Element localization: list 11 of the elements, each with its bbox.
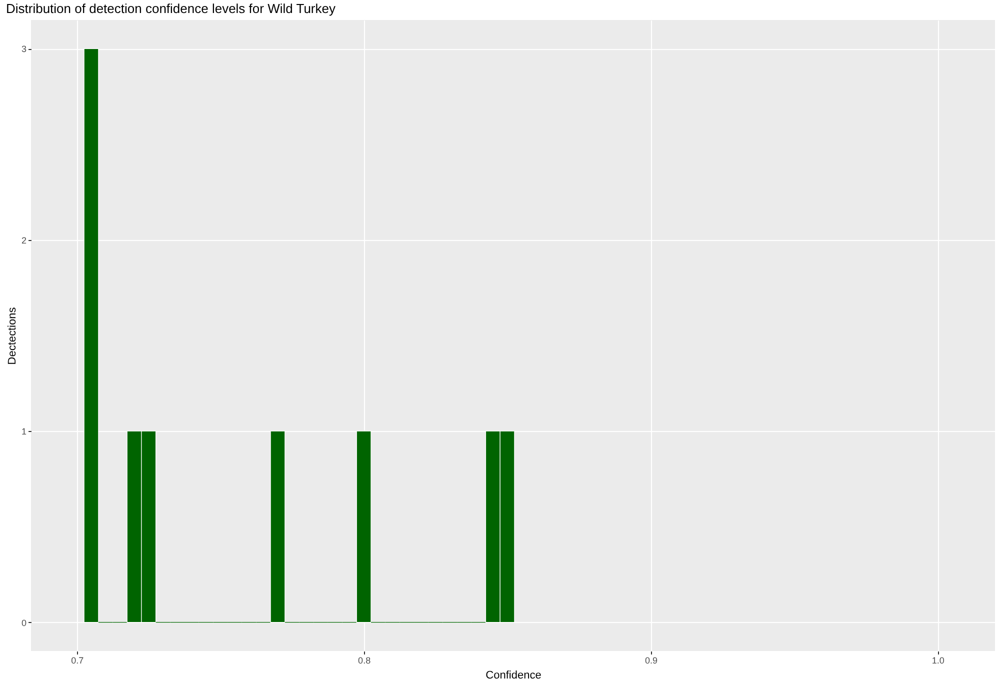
y-tick-label: 3 bbox=[21, 44, 26, 54]
y-tick-label: 2 bbox=[21, 235, 26, 246]
x-tick-label: 0.9 bbox=[644, 656, 658, 666]
x-tick-label: 1.0 bbox=[932, 656, 944, 666]
y-axis-title: Dectections bbox=[6, 306, 18, 365]
y-tick-label: 0 bbox=[21, 618, 26, 628]
chart-title: Distribution of detection confidence levels for Wild Turkey bbox=[6, 1, 336, 16]
x-axis-title: Confidence bbox=[486, 670, 542, 682]
y-tick-label: 1 bbox=[21, 426, 26, 437]
x-tick-label: 0.8 bbox=[358, 656, 371, 666]
x-tick-label: 0.7 bbox=[71, 656, 84, 666]
